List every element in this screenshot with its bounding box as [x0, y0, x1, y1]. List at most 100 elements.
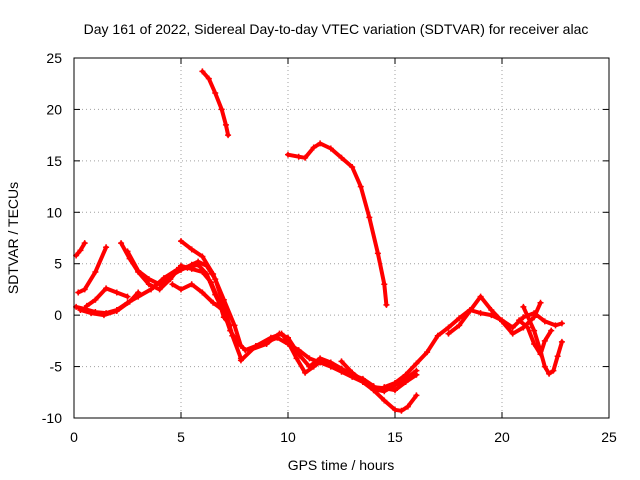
data-point [88, 310, 95, 317]
data-point [145, 281, 152, 288]
data-point [100, 312, 107, 319]
y-tick-label: 20 [46, 101, 62, 117]
x-axis-title: GPS time / hours [288, 457, 395, 473]
series-arc7-points [124, 248, 244, 362]
data-point [113, 308, 120, 315]
x-axis-ticks: 0 5 10 15 20 25 [70, 58, 617, 445]
x-tick-label: 25 [601, 429, 617, 445]
y-tick-label: 5 [54, 256, 62, 272]
data-point [392, 387, 398, 394]
data-point [92, 268, 99, 275]
data-point [210, 299, 217, 306]
data-point [126, 298, 133, 305]
chart-title: Day 161 of 2022, Sidereal Day-to-day VTE… [84, 21, 589, 37]
data-point [113, 289, 120, 296]
data-point [488, 312, 495, 319]
data-point [456, 322, 463, 329]
data-point [220, 296, 227, 303]
data-point [537, 299, 544, 306]
data-point [499, 318, 505, 325]
data-point [222, 121, 229, 128]
data-point [531, 314, 538, 321]
data-point [381, 281, 388, 288]
data-point [178, 266, 184, 273]
y-tick-label: 0 [54, 307, 62, 323]
data-point [302, 369, 309, 376]
data-point [546, 370, 553, 377]
data-point [392, 380, 398, 387]
data-point [188, 281, 195, 288]
data-point [349, 369, 356, 376]
series-arc2 [74, 262, 419, 393]
data-point [118, 240, 125, 247]
x-tick-label: 15 [387, 429, 403, 445]
data-point [199, 253, 206, 260]
data-point [167, 273, 174, 280]
data-point [541, 337, 548, 344]
data-point [509, 330, 516, 337]
data-point [231, 322, 238, 329]
data-point [135, 267, 142, 274]
data-point [558, 320, 565, 327]
data-point [124, 248, 131, 255]
data-point [524, 324, 531, 331]
data-point [357, 183, 364, 190]
data-point [558, 338, 565, 345]
data-point [237, 343, 244, 349]
data-point [509, 324, 516, 331]
data-point [404, 403, 411, 410]
data-point [276, 330, 283, 337]
data-point [207, 279, 214, 286]
x-tick-label: 10 [280, 429, 296, 445]
series-arc8-points [178, 238, 244, 349]
data-point [366, 214, 373, 221]
data-point [381, 384, 388, 391]
data-point [295, 153, 302, 160]
data-point [145, 276, 152, 283]
data-point [77, 307, 84, 313]
data-point [77, 247, 84, 254]
data-point [374, 250, 381, 257]
data-point [103, 244, 110, 251]
data-point [338, 365, 345, 372]
data-point [424, 349, 431, 356]
data-point [456, 315, 463, 322]
series-arc13 [286, 141, 389, 307]
data-point [520, 314, 527, 321]
y-axis-title: SDTVAR / TECUs [5, 182, 21, 294]
data-point [169, 281, 176, 288]
data-point [477, 310, 484, 317]
data-point [81, 286, 88, 293]
data-point [218, 305, 225, 312]
data-point [370, 387, 377, 394]
data-point [317, 140, 324, 147]
data-point [75, 289, 82, 296]
data-point [225, 132, 232, 139]
data-point [246, 347, 253, 354]
series-arc5-points [83, 285, 131, 309]
data-point [156, 286, 163, 293]
series-arc10-points [199, 68, 232, 139]
data-point [263, 340, 270, 347]
series-arc18 [517, 318, 554, 357]
series-arc16-points [445, 293, 544, 337]
data-point [210, 271, 217, 277]
data-point [413, 392, 420, 399]
data-point [178, 286, 184, 293]
series-arc1-points [73, 240, 88, 259]
data-point [338, 154, 345, 161]
series-arc9 [170, 282, 224, 311]
data-point [302, 154, 309, 161]
series-arc14-points [338, 358, 420, 414]
y-tick-label: 25 [46, 50, 62, 66]
data-point [293, 355, 300, 362]
data-point [212, 89, 219, 96]
data-point [237, 357, 244, 364]
data-point [285, 151, 291, 158]
data-point [434, 332, 441, 339]
series-arc13-points [285, 140, 390, 308]
data-point [466, 308, 473, 315]
data-point [516, 317, 523, 324]
data-point [195, 258, 202, 265]
